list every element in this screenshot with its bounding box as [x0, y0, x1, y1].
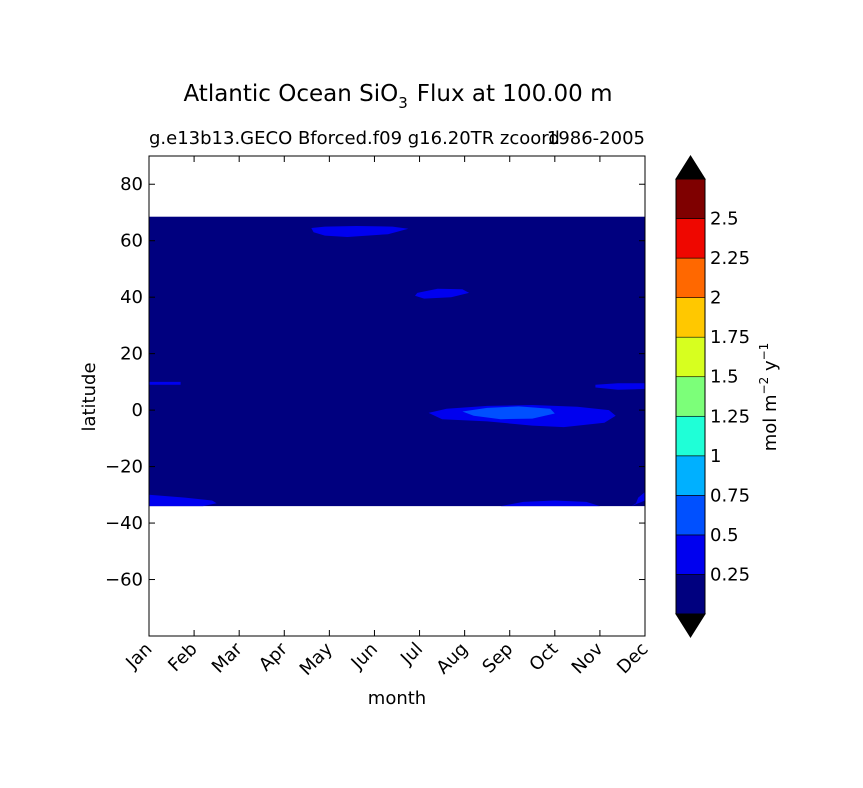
colorbar-segment: [675, 574, 706, 615]
colorbar-tick-label: 1: [710, 446, 721, 467]
contour-region-1: [415, 288, 470, 299]
title-main: Atlantic Ocean SiO: [183, 81, 398, 107]
colorbar-tick-label: 2.25: [710, 248, 750, 269]
cbar-label-sup2: −1: [757, 343, 771, 361]
colorbar-segment: [675, 415, 706, 457]
title-subscript: 3: [398, 94, 408, 112]
colorbar-tick-label: 0.25: [710, 564, 750, 585]
y-tick-label: 60: [120, 231, 143, 252]
colorbar-tick-label: 0.75: [710, 485, 750, 506]
y-tick-label: −20: [105, 457, 143, 478]
chart-subtitle-left: g.e13b13.GECO Bforced.f09 g16.20TR zcoor…: [149, 128, 560, 149]
chart-subtitle-right: 1986-2005: [547, 128, 645, 149]
x-tick-label: Apr: [255, 638, 292, 675]
contour-region-7: [500, 500, 600, 507]
colorbar-tick-label: 1.5: [710, 367, 739, 388]
colorbar-tick-label: 2: [710, 288, 721, 309]
colorbar-tick-label: 0.5: [710, 525, 739, 546]
colorbar-tick-label: 2.5: [710, 209, 739, 230]
contour-region-5: [462, 406, 555, 420]
y-tick-label: 20: [120, 344, 143, 365]
x-tick-label: Feb: [164, 639, 201, 676]
x-tick-label: Jun: [347, 639, 382, 674]
colorbar-extend-under: [675, 613, 706, 638]
x-tick-label: Jul: [396, 639, 427, 670]
colorbar-segment: [675, 455, 706, 496]
x-tick-label: Dec: [613, 639, 652, 678]
x-axis-label: month: [368, 688, 426, 709]
contour-region-8: [631, 492, 645, 507]
colorbar-segment: [675, 257, 706, 298]
y-tick-label: 40: [120, 287, 143, 308]
contour-region-0: [311, 226, 409, 237]
colorbar-tick-label: 1.75: [710, 327, 750, 348]
colorbar-segment: [675, 218, 706, 259]
contour-region-6: [149, 494, 217, 507]
colorbar-tick-label: 1.25: [710, 406, 750, 427]
x-tick-label: Sep: [478, 639, 517, 678]
data-fill-region: [149, 216, 645, 507]
x-tick-label: Nov: [568, 638, 608, 678]
title-suffix: Flux at 100.00 m: [417, 81, 613, 107]
contour-region-3: [595, 383, 645, 390]
x-tick-label: Mar: [208, 638, 247, 677]
y-tick-label: 0: [132, 400, 143, 421]
colorbar: 0.25 0.5 0.75 1 1.25 1.5 1.75 2 2.25 2.5: [675, 155, 750, 638]
cbar-label-unit: mol m: [760, 394, 781, 451]
contour-region-2: [149, 381, 181, 385]
colorbar-segment: [675, 336, 706, 378]
x-tick-label: Aug: [432, 639, 472, 679]
colorbar-extend-over: [675, 155, 706, 180]
y-tick-label: −40: [105, 513, 143, 534]
cbar-label-mid: y: [760, 360, 781, 377]
colorbar-label: mol m−2 y−1: [757, 343, 781, 452]
colorbar-segment: [675, 178, 706, 219]
plot-frame: [148, 155, 646, 637]
colorbar-segment: [675, 297, 706, 338]
plot-area: [149, 216, 645, 507]
colorbar-frame: [675, 178, 706, 615]
x-tick-label: Jan: [121, 639, 156, 674]
y-tick-label: −60: [105, 570, 143, 591]
x-tick-label: Oct: [525, 639, 562, 676]
cbar-label-sup1: −2: [757, 377, 771, 395]
colorbar-segment: [675, 495, 706, 536]
y-tick-label: 80: [120, 174, 143, 195]
chart-title: Atlantic Ocean SiO3 Flux at 100.00 m: [183, 81, 612, 112]
colorbar-segment: [675, 376, 706, 417]
y-axis-label: latitude: [79, 362, 100, 431]
colorbar-segment: [675, 534, 706, 575]
x-tick-label: May: [296, 638, 337, 679]
